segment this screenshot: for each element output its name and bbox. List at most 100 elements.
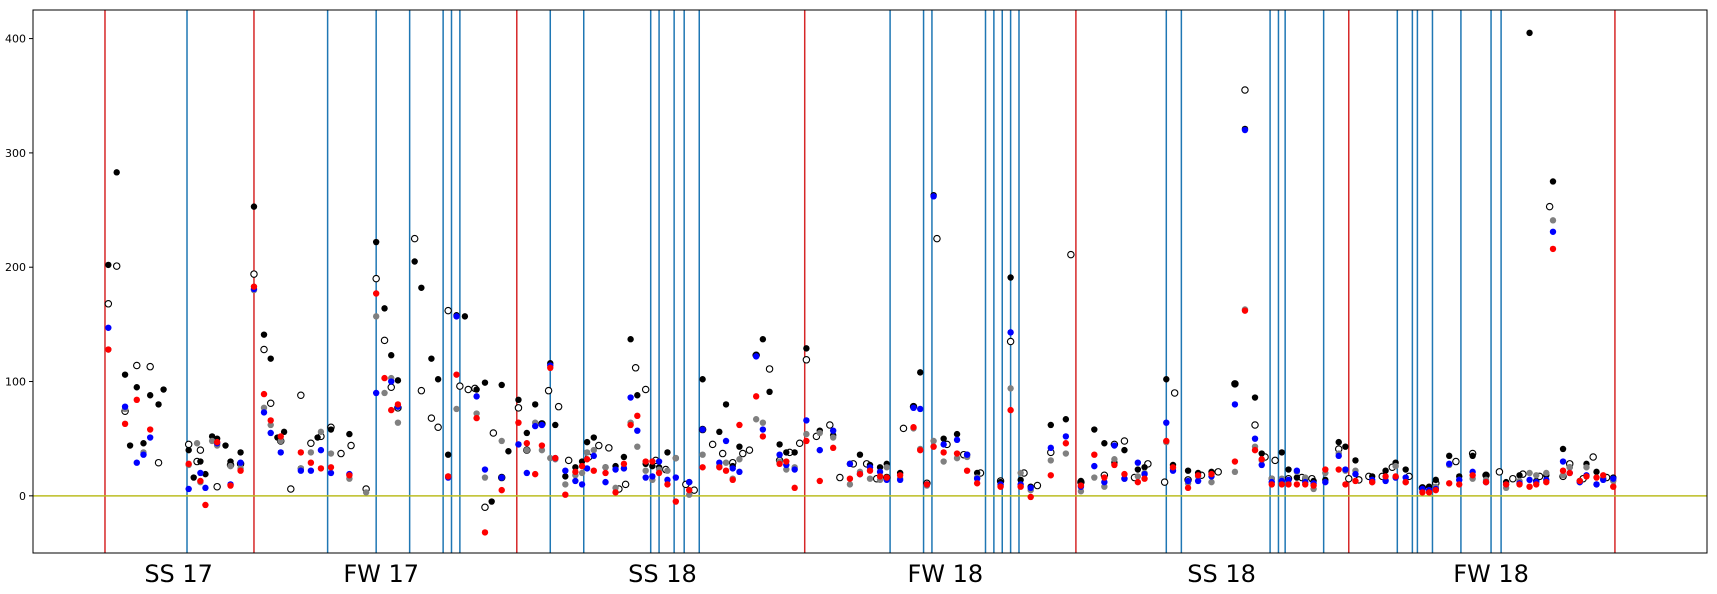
data-point (776, 460, 783, 468)
data-point (1369, 478, 1376, 486)
data-point (1469, 472, 1476, 479)
data-point (699, 464, 706, 471)
data-point (883, 464, 890, 471)
data-point (1610, 475, 1617, 482)
data-point (453, 405, 460, 413)
data-point (1251, 394, 1259, 401)
data-point (836, 473, 844, 482)
data-point (1352, 477, 1359, 485)
data-point (532, 401, 539, 408)
data-point (930, 193, 937, 200)
data-point (642, 474, 649, 481)
data-point (1271, 456, 1279, 465)
data-point (736, 421, 743, 429)
data-point (759, 419, 767, 426)
data-point (1268, 481, 1275, 488)
data-point (627, 421, 634, 429)
data-point (237, 449, 244, 456)
data-point (337, 449, 345, 458)
data-point (1392, 473, 1399, 480)
data-point (1533, 481, 1540, 488)
data-point (197, 477, 204, 485)
season-label: FW 18 (1453, 560, 1529, 588)
data-point (105, 261, 112, 269)
data-point (562, 473, 569, 480)
data-point (1077, 477, 1085, 485)
data-point (803, 437, 810, 445)
data-point (1293, 467, 1301, 474)
data-point (583, 449, 591, 456)
data-point (1432, 476, 1440, 484)
data-point (112, 262, 121, 270)
data-point (250, 203, 258, 210)
data-point (104, 300, 113, 308)
data-point (917, 369, 924, 376)
data-point (381, 374, 388, 382)
data-point (572, 477, 579, 485)
data-point (1526, 469, 1533, 477)
data-point (1241, 307, 1249, 314)
data-point (1160, 478, 1169, 486)
data-point (866, 467, 874, 474)
data-point (1017, 483, 1024, 490)
season-label: FW 17 (343, 560, 419, 588)
data-point (562, 467, 569, 474)
data-point (729, 476, 736, 484)
data-point (473, 410, 480, 417)
data-point (317, 428, 325, 436)
data-point (602, 478, 609, 486)
season-label: SS 18 (1187, 560, 1256, 588)
data-point (418, 284, 425, 291)
data-point (634, 412, 641, 420)
data-point (612, 466, 619, 473)
data-point (314, 434, 321, 441)
data-point (664, 476, 671, 484)
data-point (547, 454, 554, 462)
data-point (1425, 489, 1433, 496)
data-point (227, 462, 234, 470)
data-point (523, 469, 531, 477)
data-point (523, 429, 531, 437)
data-point (552, 421, 559, 429)
data-point (590, 452, 597, 460)
data-point (237, 467, 244, 474)
data-point (572, 468, 579, 476)
data-point (1469, 452, 1476, 460)
data-point (146, 392, 154, 399)
data-point (121, 420, 129, 428)
data-point (1027, 493, 1034, 501)
data-point (208, 433, 216, 440)
data-point (277, 437, 284, 445)
data-point (803, 345, 810, 352)
data-point (1007, 406, 1014, 414)
data-point (280, 428, 288, 436)
data-point (505, 448, 512, 455)
data-point (627, 336, 634, 343)
data-point (716, 459, 723, 466)
data-point (791, 466, 798, 473)
data-point (829, 427, 837, 434)
data-point (699, 451, 706, 458)
data-point (1208, 470, 1215, 478)
data-point (185, 460, 192, 468)
data-point (1258, 450, 1265, 457)
data-point (612, 484, 619, 492)
data-point (1302, 481, 1309, 488)
data-point (523, 446, 531, 454)
data-point (380, 336, 389, 345)
data-point (583, 438, 591, 446)
data-point (105, 324, 112, 331)
data-point (327, 450, 335, 457)
data-point (552, 454, 559, 462)
data-point (940, 441, 947, 448)
data-point (1017, 476, 1024, 484)
data-point (940, 435, 947, 442)
data-point (105, 346, 112, 353)
data-point (923, 481, 931, 488)
data-point (388, 406, 395, 414)
data-point (686, 491, 693, 498)
data-point (146, 434, 154, 441)
data-point (973, 469, 981, 477)
data-point (146, 362, 154, 371)
